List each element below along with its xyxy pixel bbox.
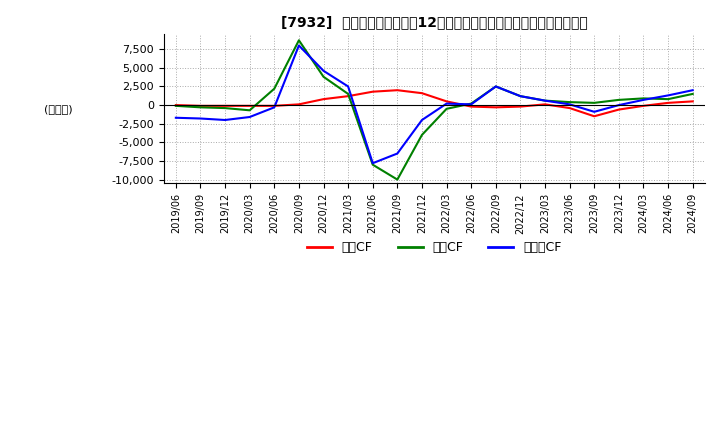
投資CF <box>319 74 328 80</box>
投資CF <box>541 98 549 103</box>
営業CF <box>171 103 180 108</box>
営業CF <box>319 96 328 102</box>
投資CF <box>639 96 648 101</box>
営業CF <box>196 103 204 109</box>
フリーCF <box>688 88 697 93</box>
フリーCF <box>664 93 672 98</box>
フリーCF <box>294 43 303 48</box>
フリーCF <box>541 98 549 103</box>
営業CF <box>418 91 426 96</box>
営業CF <box>516 104 525 109</box>
フリーCF <box>442 101 451 106</box>
投資CF <box>492 84 500 89</box>
フリーCF <box>393 151 402 156</box>
営業CF <box>639 103 648 109</box>
Legend: 営業CF, 投資CF, フリーCF: 営業CF, 投資CF, フリーCF <box>302 236 567 259</box>
フリーCF <box>196 116 204 121</box>
投資CF <box>246 108 254 113</box>
Y-axis label: (百万円): (百万円) <box>44 104 73 114</box>
フリーCF <box>516 94 525 99</box>
営業CF <box>369 89 377 94</box>
投資CF <box>369 162 377 167</box>
フリーCF <box>639 97 648 103</box>
営業CF <box>344 94 353 99</box>
投資CF <box>221 106 230 111</box>
営業CF <box>664 100 672 106</box>
投資CF <box>565 99 574 105</box>
営業CF <box>270 103 279 109</box>
フリーCF <box>344 84 353 89</box>
Line: 投資CF: 投資CF <box>176 40 693 180</box>
フリーCF <box>615 103 624 108</box>
Line: 営業CF: 営業CF <box>176 90 693 116</box>
営業CF <box>393 88 402 93</box>
営業CF <box>565 106 574 111</box>
フリーCF <box>246 114 254 120</box>
投資CF <box>516 94 525 99</box>
投資CF <box>393 177 402 182</box>
フリーCF <box>590 109 598 114</box>
投資CF <box>344 91 353 96</box>
投資CF <box>615 97 624 103</box>
フリーCF <box>565 102 574 107</box>
Title: [7932]  キャッシュフローの12か月移動合計の対前年同期増減額の推移: [7932] キャッシュフローの12か月移動合計の対前年同期増減額の推移 <box>281 15 588 29</box>
フリーCF <box>467 102 475 107</box>
営業CF <box>590 114 598 119</box>
フリーCF <box>369 161 377 166</box>
投資CF <box>171 103 180 109</box>
営業CF <box>492 105 500 110</box>
営業CF <box>688 99 697 104</box>
投資CF <box>442 106 451 111</box>
営業CF <box>615 107 624 112</box>
投資CF <box>294 38 303 43</box>
営業CF <box>467 104 475 109</box>
投資CF <box>270 86 279 92</box>
営業CF <box>442 99 451 104</box>
営業CF <box>294 102 303 107</box>
投資CF <box>590 100 598 106</box>
フリーCF <box>270 105 279 110</box>
投資CF <box>664 96 672 102</box>
投資CF <box>688 91 697 96</box>
投資CF <box>467 101 475 106</box>
営業CF <box>246 103 254 109</box>
投資CF <box>418 132 426 138</box>
営業CF <box>221 103 230 109</box>
Line: フリーCF: フリーCF <box>176 45 693 163</box>
営業CF <box>541 102 549 107</box>
フリーCF <box>171 115 180 121</box>
フリーCF <box>418 117 426 123</box>
フリーCF <box>319 68 328 73</box>
投資CF <box>196 105 204 110</box>
フリーCF <box>221 117 230 123</box>
フリーCF <box>492 84 500 89</box>
